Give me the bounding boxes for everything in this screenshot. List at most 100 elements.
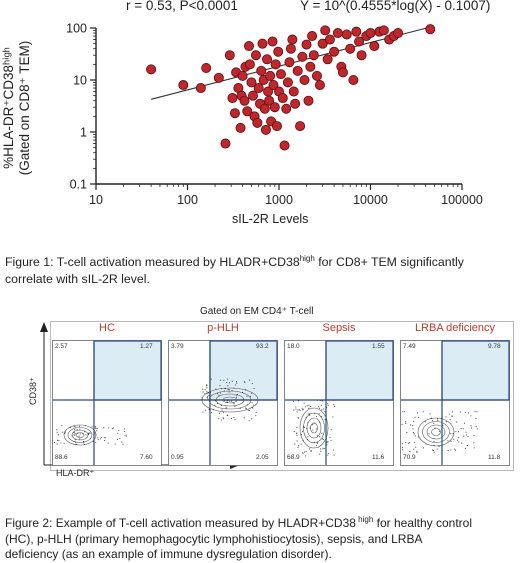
event-dot [309, 427, 311, 429]
data-point [277, 93, 288, 104]
event-dot [306, 438, 309, 440]
event-dot [296, 432, 298, 434]
event-dot [403, 411, 405, 413]
event-dot [463, 435, 465, 437]
event-dot [233, 416, 235, 418]
event-dot [327, 441, 329, 443]
event-dot [448, 413, 450, 415]
data-point [365, 28, 376, 39]
data-point [239, 95, 250, 106]
event-dot [315, 445, 318, 447]
event-dot [409, 450, 411, 453]
data-point [282, 77, 293, 88]
x-tick-label: 1000 [265, 193, 293, 207]
event-dot [460, 428, 462, 430]
event-dot [61, 425, 63, 427]
event-dot [230, 400, 233, 402]
event-dot [401, 443, 403, 445]
event-dot [220, 404, 222, 407]
event-dot [63, 442, 65, 444]
event-dot [422, 411, 424, 413]
event-dot [456, 421, 458, 423]
event-dot [225, 406, 227, 408]
event-dot [219, 379, 222, 381]
event-dot [103, 437, 105, 439]
event-dot [439, 430, 441, 433]
data-point [178, 80, 189, 91]
event-dot [220, 388, 222, 390]
event-dot [295, 408, 297, 410]
event-dot [78, 425, 80, 427]
event-dot [325, 438, 327, 440]
event-dot [465, 434, 467, 436]
quadrant-top-left: 2.57 [55, 343, 68, 350]
flow-plot [284, 340, 394, 466]
gated-title: Gated on EM CD4⁺ T-cell [200, 306, 314, 317]
event-dot [332, 399, 334, 401]
event-dot [235, 394, 237, 396]
event-dot [97, 439, 99, 441]
contour-ring [431, 428, 441, 436]
event-dot [71, 435, 73, 437]
quadrant-bottom-left: 70.9 [403, 454, 416, 461]
event-dot [437, 419, 439, 421]
event-dot [125, 435, 127, 437]
event-dot [320, 404, 322, 406]
event-dot [330, 429, 332, 431]
contour-ring [75, 432, 85, 438]
event-dot [436, 418, 439, 420]
event-dot [457, 431, 459, 433]
event-dot [432, 420, 434, 422]
event-dot [307, 422, 309, 424]
event-dot [452, 432, 454, 435]
event-dot [324, 411, 326, 413]
event-dot [104, 437, 106, 439]
event-dot [432, 449, 434, 451]
data-point [393, 28, 404, 39]
event-dot [315, 428, 317, 430]
event-dot [99, 438, 101, 440]
event-dot [79, 438, 81, 440]
event-dot [302, 426, 304, 428]
event-dot [436, 448, 438, 450]
contour-ring [208, 390, 252, 410]
event-dot [405, 442, 407, 444]
event-dot [69, 426, 72, 428]
event-dot [201, 398, 203, 401]
event-dot [231, 380, 233, 382]
data-point [351, 26, 362, 37]
data-point [213, 72, 224, 83]
stat-text: r = 0.53, P<0.0001 [126, 0, 238, 13]
data-point [273, 46, 284, 57]
data-point [314, 80, 325, 91]
event-dot [326, 406, 328, 409]
event-dot [475, 417, 477, 420]
event-dot [121, 441, 123, 443]
event-dot [450, 440, 452, 442]
event-dot [227, 400, 229, 402]
event-dot [319, 421, 321, 423]
data-point [229, 108, 240, 119]
data-point [295, 121, 306, 132]
event-dot [310, 405, 312, 407]
event-dot [91, 426, 93, 428]
data-point [284, 57, 295, 68]
event-dot [441, 449, 443, 451]
event-dot [201, 397, 203, 399]
event-dot [83, 444, 85, 446]
event-dot [467, 412, 469, 414]
event-dot [83, 442, 85, 444]
data-point [224, 50, 235, 61]
event-dot [95, 427, 97, 429]
event-dot [323, 448, 325, 450]
event-dot [445, 421, 447, 423]
event-dot [82, 432, 84, 435]
event-dot [429, 413, 431, 415]
data-point [311, 70, 322, 81]
data-point [290, 98, 301, 109]
quadrant-bottom-right: 11.6 [372, 454, 385, 461]
event-dot [215, 400, 217, 402]
contour-ring [67, 427, 93, 443]
event-dot [229, 400, 231, 402]
event-dot [407, 442, 409, 444]
